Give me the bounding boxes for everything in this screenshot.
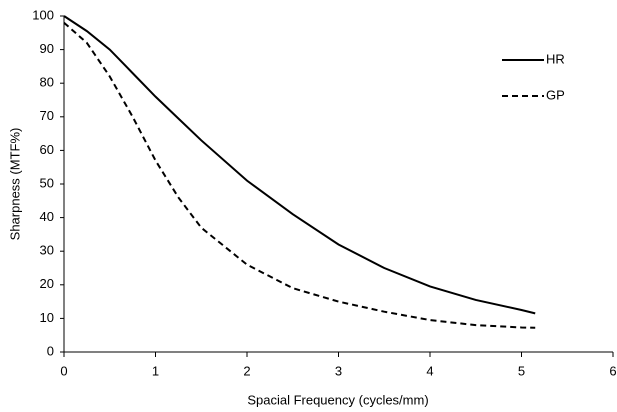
y-tick-label: 100 [32,7,54,22]
y-tick-label: 20 [40,276,54,291]
series-line [63,15,536,315]
legend-label: GP [546,87,565,102]
legend-label: HR [546,51,565,66]
x-tick-label: 2 [243,363,250,378]
y-tick-label: 60 [40,142,54,157]
y-tick-label: 80 [40,75,54,90]
x-tick-label: 3 [335,363,342,378]
x-tick-label: 4 [426,363,433,378]
y-tick-label: 40 [40,209,54,224]
y-tick-label: 70 [40,108,54,123]
y-axis-label: Sharpness (MTF%) [7,128,22,241]
x-tick-label: 1 [152,363,159,378]
x-tick-label: 5 [518,363,525,378]
y-tick-label: 0 [47,343,54,358]
y-tick-label: 50 [40,175,54,190]
y-tick-label: 30 [40,243,54,258]
series-line [63,21,536,329]
y-tick-label: 10 [40,310,54,325]
x-tick-label: 0 [60,363,67,378]
x-axis-label: Spacial Frequency (cycles/mm) [247,392,428,407]
y-tick-label: 90 [40,41,54,56]
x-tick-label: 6 [609,363,616,378]
